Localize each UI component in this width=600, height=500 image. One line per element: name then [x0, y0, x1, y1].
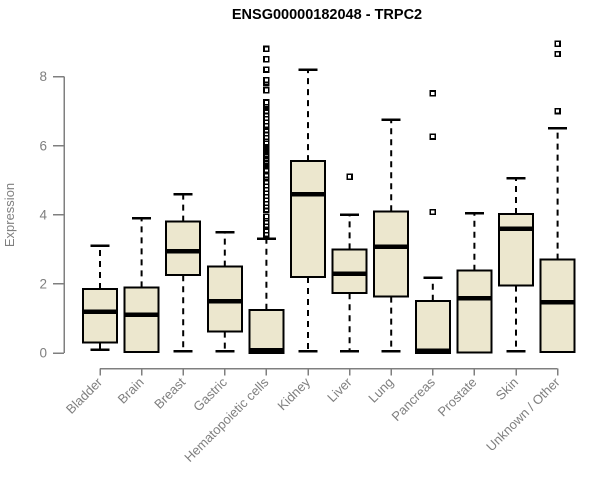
box-skin [498, 177, 534, 353]
x-tick-label-prostate: Prostate [435, 375, 480, 420]
x-tick-label-lung: Lung [365, 375, 396, 406]
outlier-point [263, 45, 270, 53]
box-gastric [206, 230, 243, 353]
y-axis: 0 2 4 6 8 Expression [2, 69, 65, 361]
x-tick-label-brain: Brain [115, 375, 147, 407]
box-lung [373, 118, 410, 353]
iqr-box [498, 213, 534, 287]
x-tick-label-gastric: Gastric [190, 374, 230, 414]
outlier-point [429, 90, 436, 97]
iqr-box [165, 220, 202, 277]
box-bladder [82, 244, 118, 351]
x-tick-label-pancreas: Pancreas [388, 374, 438, 424]
outlier-point [263, 76, 270, 84]
box-brain [123, 216, 160, 353]
y-tick-label: 4 [39, 207, 47, 222]
x-tick-label-bladder: Bladder [63, 374, 106, 417]
iqr-box [414, 299, 451, 355]
outlier-point [429, 133, 436, 140]
box-liver [331, 173, 368, 353]
box-hematopoietic-cells [248, 45, 285, 354]
outlier-point [263, 213, 270, 220]
y-tick-label: 2 [39, 277, 47, 292]
y-tick-label: 0 [39, 346, 47, 361]
y-tick-label: 6 [39, 138, 47, 153]
iqr-box [123, 286, 160, 353]
box-kidney [290, 68, 326, 353]
outlier-point [346, 173, 353, 180]
y-tick-label: 8 [39, 69, 47, 84]
outlier-point [263, 99, 270, 106]
outlier-point [263, 56, 270, 63]
outlier-point [554, 50, 561, 58]
outlier-point [263, 87, 270, 94]
box-pancreas [414, 90, 451, 355]
box-breast [165, 192, 202, 353]
x-tick-label-skin: Skin [493, 375, 521, 403]
box-prostate [456, 212, 493, 354]
outlier-point [263, 66, 270, 73]
x-tick-label-liver: Liver [324, 374, 355, 405]
box-unknown-other [539, 40, 576, 353]
x-tick-label-unknown-other: Unknown / Other [483, 374, 563, 454]
outlier-point [554, 107, 561, 115]
iqr-box [539, 258, 576, 353]
chart-title: ENSG00000182048 - TRPC2 [231, 7, 423, 23]
iqr-box [456, 269, 493, 354]
y-axis-title: Expression [2, 183, 17, 247]
x-tick-label-breast: Breast [151, 374, 188, 411]
x-tick-label-kidney: Kidney [274, 374, 313, 413]
iqr-box [82, 288, 118, 344]
outlier-point [554, 40, 561, 47]
iqr-box [248, 308, 285, 354]
iqr-box [290, 160, 326, 278]
outlier-point [429, 208, 436, 216]
iqr-box [373, 210, 410, 298]
